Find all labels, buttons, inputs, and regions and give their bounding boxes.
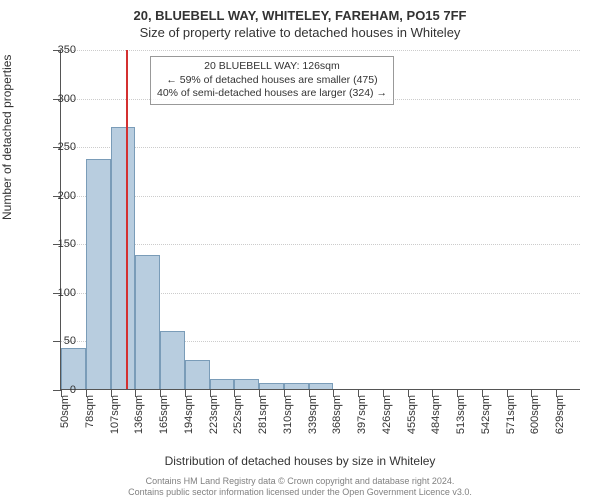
x-tick-label: 50sqm — [59, 395, 71, 428]
histogram-bar — [234, 379, 259, 389]
y-tick-label: 150 — [36, 238, 76, 250]
histogram-bar — [160, 331, 185, 389]
y-tick-label: 350 — [36, 44, 76, 56]
histogram-bar — [135, 255, 160, 389]
x-tick-label: 339sqm — [307, 395, 319, 434]
x-tick-label: 252sqm — [232, 395, 244, 434]
x-tick-label: 310sqm — [282, 395, 294, 434]
x-axis-title: Distribution of detached houses by size … — [0, 454, 600, 468]
license-line2: Contains public sector information licen… — [0, 487, 600, 498]
x-tick-label: 78sqm — [84, 395, 96, 428]
y-tick-label: 300 — [36, 93, 76, 105]
x-tick-label: 397sqm — [356, 395, 368, 434]
histogram-bar — [86, 159, 111, 389]
annotation-line2: ← 59% of detached houses are smaller (47… — [157, 74, 387, 88]
histogram-bar — [185, 360, 210, 389]
y-axis-title: Number of detached properties — [0, 55, 14, 220]
x-tick-label: 136sqm — [133, 395, 145, 434]
y-tick-label: 0 — [36, 384, 76, 396]
histogram-bar — [309, 383, 334, 389]
gridline — [61, 50, 580, 51]
chart-subtitle: Size of property relative to detached ho… — [0, 23, 600, 44]
x-tick-label: 484sqm — [430, 395, 442, 434]
x-tick-label: 542sqm — [480, 395, 492, 434]
x-tick-label: 165sqm — [158, 395, 170, 434]
x-tick-label: 513sqm — [455, 395, 467, 434]
license-line1: Contains HM Land Registry data © Crown c… — [0, 476, 600, 487]
x-tick-label: 107sqm — [109, 395, 121, 434]
y-tick-label: 50 — [36, 335, 76, 347]
annotation-box: 20 BLUEBELL WAY: 126sqm ← 59% of detache… — [150, 56, 394, 105]
x-tick-label: 223sqm — [208, 395, 220, 434]
histogram-bar — [210, 379, 235, 389]
annotation-line3: 40% of semi-detached houses are larger (… — [157, 87, 387, 101]
histogram-bar — [111, 127, 136, 389]
x-tick-label: 629sqm — [554, 395, 566, 434]
x-tick-label: 426sqm — [381, 395, 393, 434]
x-tick-label: 194sqm — [183, 395, 195, 434]
license-text: Contains HM Land Registry data © Crown c… — [0, 476, 600, 498]
gridline — [61, 196, 580, 197]
annotation-line1: 20 BLUEBELL WAY: 126sqm — [157, 60, 387, 74]
x-tick-label: 455sqm — [406, 395, 418, 434]
x-tick-label: 368sqm — [331, 395, 343, 434]
chart-container: 20, BLUEBELL WAY, WHITELEY, FAREHAM, PO1… — [0, 0, 600, 500]
gridline — [61, 147, 580, 148]
chart-title: 20, BLUEBELL WAY, WHITELEY, FAREHAM, PO1… — [0, 0, 600, 23]
histogram-bar — [259, 383, 284, 389]
histogram-bar — [61, 348, 86, 389]
x-tick-label: 600sqm — [529, 395, 541, 434]
marker-line — [126, 50, 128, 389]
x-tick-label: 281sqm — [257, 395, 269, 434]
x-tick-label: 571sqm — [505, 395, 517, 434]
histogram-bar — [284, 383, 309, 389]
y-tick-label: 200 — [36, 190, 76, 202]
gridline — [61, 244, 580, 245]
y-tick-label: 250 — [36, 141, 76, 153]
y-tick-label: 100 — [36, 287, 76, 299]
